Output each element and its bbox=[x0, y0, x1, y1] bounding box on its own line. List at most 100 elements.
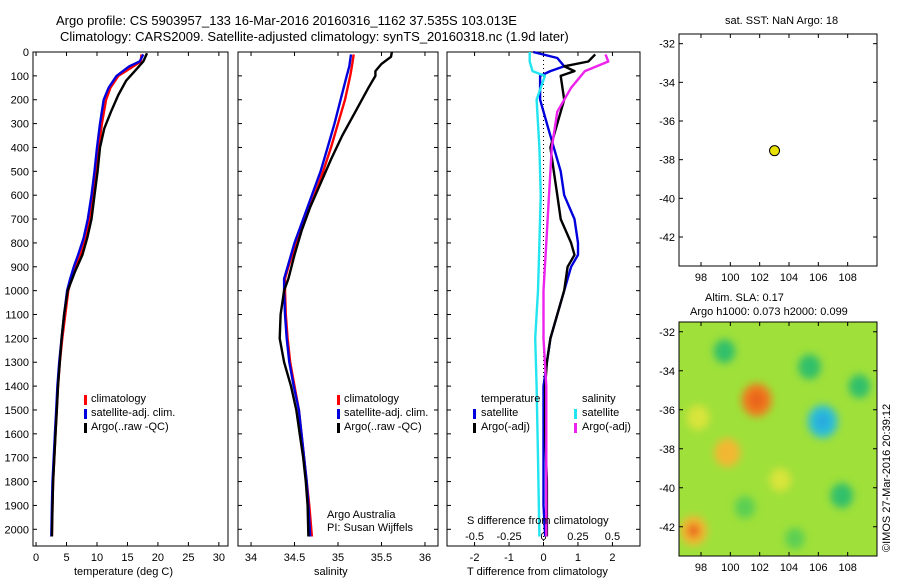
sla-feature bbox=[785, 527, 805, 550]
difference-profile-xtick-label: 0 bbox=[540, 552, 546, 564]
sla-map-xtick-label: 108 bbox=[838, 562, 856, 574]
temperature-profile-ytick-label: 100 bbox=[11, 71, 29, 83]
temperature-profile-ytick-label: 400 bbox=[11, 142, 29, 154]
temperature-profile-ytick-label: 500 bbox=[11, 166, 29, 178]
sla-map-xtick-label: 104 bbox=[780, 562, 798, 574]
sla-feature-core bbox=[815, 413, 830, 429]
salinity-profile-xtick-label: 35 bbox=[332, 552, 344, 564]
temperature-legend-swatch-climatology bbox=[84, 395, 87, 405]
temperature-profile-xtick-label: 30 bbox=[213, 552, 225, 564]
location-map-xtick-label: 98 bbox=[695, 272, 707, 284]
difference-legend-temperature-heading: temperature bbox=[481, 393, 541, 405]
temperature-profile-xtick-label: 25 bbox=[182, 552, 194, 564]
difference-series-salinity-argo-adj- bbox=[542, 53, 610, 537]
location-map-profile-marker bbox=[769, 145, 781, 157]
temperature-legend-swatch-argo bbox=[84, 423, 87, 433]
temperature-profile-frame bbox=[32, 51, 229, 547]
location-map-ytick-label: -36 bbox=[659, 116, 675, 128]
salinity-profile-xtick-label: 34.5 bbox=[284, 552, 305, 564]
location-map-ytick-label: -42 bbox=[659, 232, 675, 244]
salinity-profile-xtick-label: 35.5 bbox=[371, 552, 392, 564]
sla-map-ytick-label: -40 bbox=[659, 483, 675, 495]
difference-legend-swatch-t-argo bbox=[473, 423, 476, 433]
sla-feature bbox=[713, 339, 736, 364]
sla-map-xtick-label: 100 bbox=[721, 562, 739, 574]
figure-title-line1: Argo profile: CS 5903957_133 16-Mar-2016… bbox=[56, 13, 517, 28]
difference-legend-s-satellite: satellite bbox=[582, 407, 620, 419]
temperature-profile-ytick-label: 800 bbox=[11, 238, 29, 250]
sla-feature bbox=[769, 468, 791, 492]
temperature-profile-ytick-label: 0 bbox=[23, 47, 29, 59]
sla-map-ytick-label: -34 bbox=[659, 366, 675, 378]
temperature-profile-ytick-label: 1900 bbox=[5, 500, 29, 512]
difference-legend-s-argo: Argo(-adj) bbox=[582, 421, 631, 433]
temperature-profile-xtick-label: 15 bbox=[121, 552, 133, 564]
location-map-title: sat. SST: NaN Argo: 18 bbox=[725, 15, 839, 27]
sla-map-xtick-label: 98 bbox=[695, 562, 707, 574]
temperature-profile-ytick-label: 300 bbox=[11, 119, 29, 131]
sla-feature bbox=[798, 354, 821, 380]
difference-top-xtick-label: -0.25 bbox=[496, 531, 521, 543]
temperature-profile-xtick-label: 10 bbox=[91, 552, 103, 564]
sla-map-ytick-label: -36 bbox=[659, 405, 675, 417]
salinity-profile-frame bbox=[237, 51, 439, 547]
sla-map-frame bbox=[678, 321, 878, 557]
location-map-xtick-label: 100 bbox=[721, 272, 739, 284]
sla-map-ytick-label: -42 bbox=[659, 522, 675, 534]
temperature-profile-xtick-label: 5 bbox=[63, 552, 69, 564]
temperature-profile-ytick-label: 1300 bbox=[5, 357, 29, 369]
temperature-profile-ytick-label: 1200 bbox=[5, 333, 29, 345]
difference-legend-t-argo: Argo(-adj) bbox=[481, 421, 530, 433]
temperature-profile-ytick-label: 1700 bbox=[5, 453, 29, 465]
temperature-profile-series-argo-raw-qc- bbox=[50, 52, 149, 537]
difference-legend-t-satellite: satellite bbox=[481, 407, 519, 419]
salinity-legend-argo: Argo(..raw -QC) bbox=[344, 421, 422, 433]
difference-legend-swatch-s-argo bbox=[574, 423, 577, 433]
location-map-xtick-label: 102 bbox=[750, 272, 768, 284]
temperature-profile-ytick-label: 700 bbox=[11, 214, 29, 226]
difference-profile-xtick-label: -2 bbox=[470, 552, 480, 564]
sla-feature-core bbox=[749, 392, 764, 408]
temperature-profile-ytick-label: 1100 bbox=[5, 310, 29, 322]
temperature-profile-ytick-label: 200 bbox=[11, 95, 29, 107]
salinity-legend-climatology: climatology bbox=[344, 393, 400, 405]
temperature-xlabel: temperature (deg C) bbox=[74, 566, 174, 578]
sla-heatmap-layer bbox=[679, 322, 877, 556]
location-map-ytick-label: -38 bbox=[659, 155, 675, 167]
difference-profile-xtick-label: 1 bbox=[575, 552, 581, 564]
location-map-ytick-label: -34 bbox=[659, 77, 675, 89]
temperature-profile-ytick-label: 1500 bbox=[5, 405, 29, 417]
difference-top-axis-label: S difference from climatology bbox=[467, 515, 609, 527]
salinity-xlabel: salinity bbox=[314, 566, 348, 578]
temperature-profile-ytick-label: 900 bbox=[11, 262, 29, 274]
difference-series-salinity-satellite bbox=[528, 52, 547, 537]
salinity-profile-xtick-label: 36 bbox=[419, 552, 431, 564]
salinity-credit-pi: PI: Susan Wijffels bbox=[327, 522, 413, 534]
salinity-profile-xtick-label: 34 bbox=[245, 552, 257, 564]
sla-title-line1: Altim. SLA: 0.17 bbox=[705, 292, 784, 304]
salinity-legend-swatch-climatology bbox=[337, 395, 340, 405]
location-map-frame bbox=[678, 33, 878, 267]
difference-top-xtick-label: 0.25 bbox=[567, 531, 588, 543]
sla-feature-core bbox=[687, 523, 700, 538]
location-map-xtick-label: 108 bbox=[838, 272, 856, 284]
temperature-profile-ytick-label: 1600 bbox=[5, 429, 29, 441]
temperature-profile-ytick-label: 1400 bbox=[5, 381, 29, 393]
salinity-legend-satellite: satellite-adj. clim. bbox=[344, 407, 429, 419]
salinity-profile-series-satellite-adj-clim- bbox=[282, 54, 353, 537]
temperature-profile-ytick-label: 1000 bbox=[5, 286, 29, 298]
difference-legend-salinity-heading: salinity bbox=[582, 393, 616, 405]
sla-map-xtick-label: 106 bbox=[809, 562, 827, 574]
sla-map-xtick-label: 102 bbox=[750, 562, 768, 574]
difference-top-xtick-label: 0 bbox=[540, 531, 546, 543]
location-map-xtick-label: 106 bbox=[809, 272, 827, 284]
temperature-legend-swatch-satellite bbox=[84, 409, 87, 419]
sla-feature bbox=[686, 405, 710, 431]
difference-profile-xtick-label: 2 bbox=[609, 552, 615, 564]
salinity-credit-org: Argo Australia bbox=[327, 509, 396, 521]
temperature-profile-xtick-label: 0 bbox=[33, 552, 39, 564]
salinity-profile-series-argo-raw-qc- bbox=[278, 51, 394, 537]
sla-map-ytick-label: -38 bbox=[659, 444, 675, 456]
difference-top-xtick-label: 0.5 bbox=[605, 531, 620, 543]
difference-top-xtick-label: -0.5 bbox=[465, 531, 484, 543]
